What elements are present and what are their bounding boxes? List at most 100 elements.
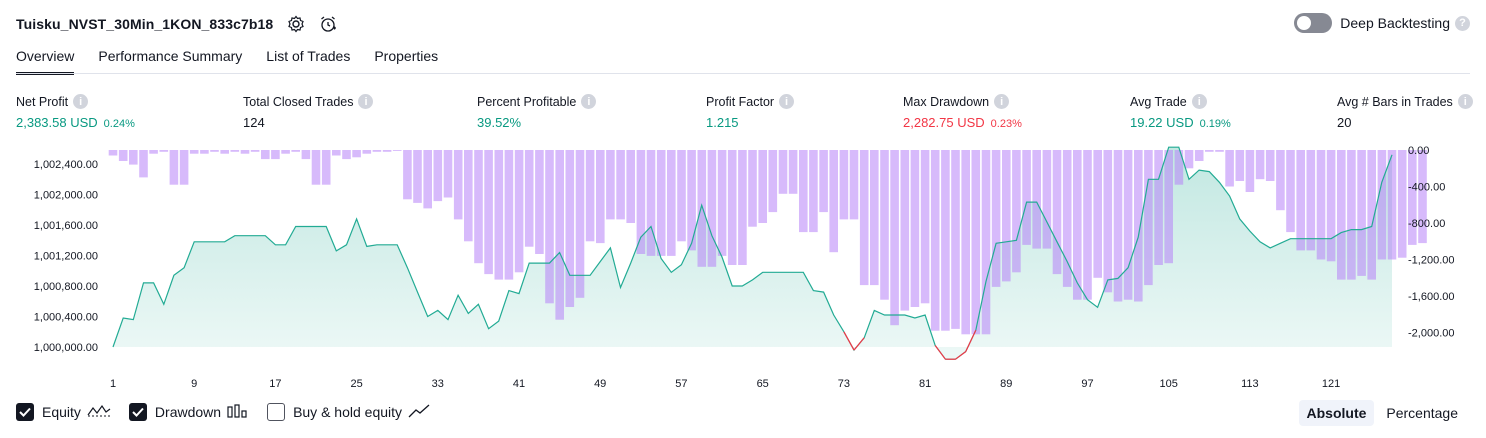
drawdown-bar xyxy=(1296,150,1305,251)
absolute-button[interactable]: Absolute xyxy=(1298,400,1375,426)
drawdown-checkbox[interactable] xyxy=(128,403,147,421)
equity-line xyxy=(112,146,1393,360)
x-axis-tick: 17 xyxy=(269,378,281,390)
drawdown-bar xyxy=(849,150,859,220)
metric-label: Profit Factor xyxy=(706,94,775,109)
drawdown-bar xyxy=(1418,150,1427,244)
drawdown-bar xyxy=(667,150,676,256)
drawdown-bar xyxy=(717,150,727,256)
metric-label: Net Profit xyxy=(16,94,69,109)
x-axis-tick: 57 xyxy=(675,378,687,390)
y-axis-left-tick: 1,001,200.00 xyxy=(34,251,98,263)
tab-properties[interactable]: Properties xyxy=(374,48,439,64)
drawdown-bar xyxy=(392,150,402,151)
drawdown-bar xyxy=(1042,150,1052,249)
drawdown-bar xyxy=(565,150,575,307)
info-icon[interactable]: i xyxy=(994,94,1010,109)
drawdown-bar xyxy=(494,150,504,280)
info-icon[interactable]: i xyxy=(73,94,89,109)
drawdown-bar xyxy=(575,150,585,298)
drawdown-bar xyxy=(1357,150,1366,276)
buy-hold-checkbox[interactable] xyxy=(267,403,286,421)
info-icon[interactable]: i xyxy=(1457,94,1473,109)
drawdown-bar xyxy=(261,150,270,160)
y-axis-left-tick: 1,000,400.00 xyxy=(34,312,98,324)
x-axis-tick: 41 xyxy=(513,378,525,390)
metric-value: 1.215 xyxy=(706,115,739,130)
info-icon[interactable]: i xyxy=(358,94,374,109)
drawdown-bar xyxy=(524,150,534,247)
y-axis-left-tick: 1,002,000.00 xyxy=(34,190,98,202)
metric-label: Percent Profitable xyxy=(477,94,577,109)
deep-backtesting-toggle[interactable] xyxy=(1294,13,1333,33)
settings-icon[interactable] xyxy=(287,15,305,33)
y-axis-right-tick: 0.00 xyxy=(1408,145,1429,157)
tab-list-of-trades[interactable]: List of Trades xyxy=(266,48,351,64)
equity-checkbox[interactable] xyxy=(16,403,34,421)
add-alert-icon[interactable] xyxy=(319,15,337,33)
info-icon[interactable]: i xyxy=(581,94,597,109)
legend-label: Buy & hold equity xyxy=(293,404,403,420)
metric-value: 2,282.75 USD xyxy=(903,115,985,130)
metric-avg-bars: Avg # Bars in Trades i 20 xyxy=(1337,94,1473,130)
legend-equity[interactable]: Equity xyxy=(16,403,111,421)
drawdown-bar xyxy=(129,150,138,165)
drawdown-bar xyxy=(991,150,1001,287)
drawdown-bar xyxy=(1134,150,1143,302)
drawdown-bar xyxy=(332,150,341,156)
drawdown-bar xyxy=(1367,150,1376,280)
x-axis-tick: 49 xyxy=(594,378,606,390)
drawdown-bar xyxy=(616,150,625,220)
info-icon[interactable]: i xyxy=(779,94,795,109)
metric-percent: 0.23% xyxy=(990,118,1022,130)
drawdown-bar xyxy=(291,150,300,152)
help-icon[interactable]: ? xyxy=(1455,15,1470,31)
y-axis-right-tick: -400.00 xyxy=(1408,182,1445,194)
drawdown-bar xyxy=(474,150,483,264)
percentage-button[interactable]: Percentage xyxy=(1386,405,1458,421)
drawdown-bar xyxy=(768,150,778,213)
x-axis-tick: 121 xyxy=(1322,378,1340,390)
equity-loss-segment xyxy=(965,329,977,352)
drawdown-bar xyxy=(169,150,179,185)
tab-overview[interactable]: Overview xyxy=(16,48,75,75)
drawdown-bar xyxy=(1377,150,1387,260)
drawdown-bar xyxy=(342,150,351,160)
x-axis-tick: 33 xyxy=(432,378,444,390)
metric-percent: 0.19% xyxy=(1199,118,1231,130)
drawdown-bar xyxy=(403,150,412,200)
info-icon[interactable]: i xyxy=(1191,94,1207,109)
drawdown-bar xyxy=(1164,150,1173,264)
drawdown-bar xyxy=(1337,150,1346,280)
drawdown-bar xyxy=(514,150,524,273)
x-axis-tick: 65 xyxy=(757,378,769,390)
drawdown-bar xyxy=(870,150,879,286)
strategy-title: Tuisku_NVST_30Min_1KON_833c7b18 xyxy=(16,16,274,32)
drawdown-bar xyxy=(778,150,788,194)
drawdown-bar xyxy=(677,150,686,242)
drawdown-bar xyxy=(149,150,158,154)
drawdown-bar xyxy=(1022,150,1031,245)
drawdown-bar xyxy=(210,150,219,152)
drawdown-bar xyxy=(1184,150,1194,169)
drawdown-bar xyxy=(1397,150,1407,258)
metric-max-drawdown: Max Drawdown i 2,282.75 USD 0.23% xyxy=(903,94,1022,130)
scale-mode-switch: Absolute Percentage xyxy=(1295,400,1467,426)
drawdown-bar xyxy=(108,150,118,156)
tab-performance-summary[interactable]: Performance Summary xyxy=(98,48,243,64)
metric-net-profit: Net Profit i 2,383.58 USD 0.24% xyxy=(16,94,135,130)
legend-buy-hold[interactable]: Buy & hold equity xyxy=(267,403,430,421)
metric-value: 124 xyxy=(243,115,265,130)
drawdown-bar xyxy=(930,150,940,331)
equity-drawdown-chart[interactable]: 1,002,400.00 1,002,000.00 1,001,600.00 1,00… xyxy=(0,140,1486,395)
drawdown-bar xyxy=(961,150,970,335)
legend-drawdown[interactable]: Drawdown xyxy=(128,403,249,421)
drawdown-bar xyxy=(707,150,717,267)
drawdown-bar xyxy=(301,150,311,160)
drawdown-bar xyxy=(250,150,260,152)
x-axis-tick: 73 xyxy=(838,378,850,390)
drawdown-bar xyxy=(545,150,554,304)
drawdown-bar xyxy=(1154,150,1163,265)
drawdown-bar xyxy=(1265,150,1275,181)
drawdown-bar xyxy=(900,150,910,311)
